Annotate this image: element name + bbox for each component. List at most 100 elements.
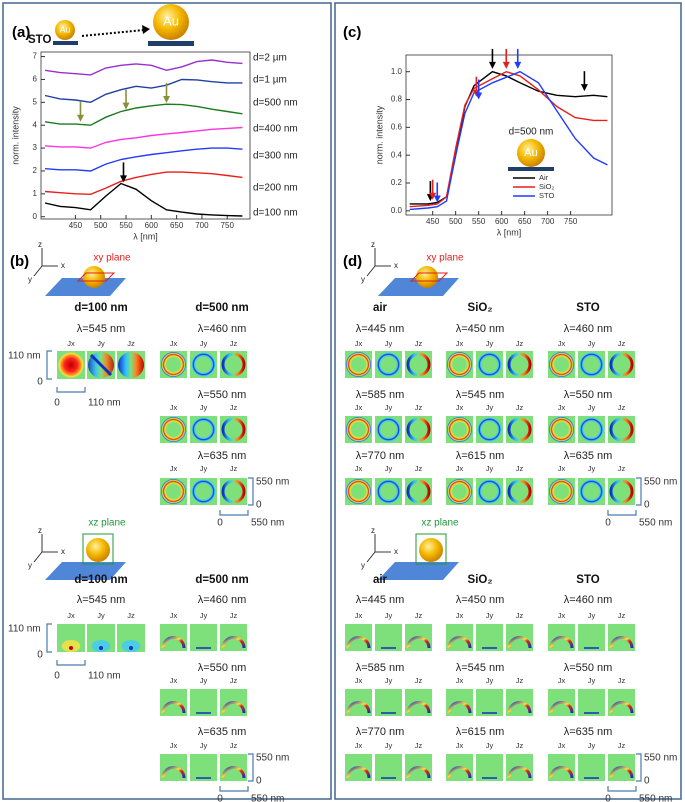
field-map-node: [89, 353, 113, 377]
field-map: [58, 352, 84, 378]
x-tick-label: 750: [564, 217, 578, 226]
column-header: STO: [576, 574, 599, 586]
y-tick-label: 6: [33, 75, 38, 84]
wavelength-label: λ=545 nm: [77, 323, 126, 335]
series-label: d=200 nm: [253, 183, 298, 194]
series-label: d=100 nm: [253, 208, 298, 219]
field-map: [579, 479, 604, 504]
x-tick-label: 450: [426, 217, 440, 226]
scale-bar: [607, 786, 637, 792]
panel-label: (a): [12, 24, 30, 41]
component-label: Jy: [486, 611, 494, 620]
field-map: [161, 701, 186, 714]
series-line: [44, 171, 243, 196]
particle: [83, 266, 105, 288]
field-map: [609, 766, 634, 779]
annotation: d=500 nm: [509, 127, 554, 138]
scale-bar: [56, 387, 86, 393]
field-map: [477, 417, 502, 442]
field-map: [191, 479, 216, 504]
panel-frame: [334, 2, 682, 800]
field-map: [507, 701, 532, 714]
component-label: Jx: [456, 464, 464, 473]
component-label: Jz: [127, 339, 135, 348]
component-label: Jy: [200, 676, 208, 685]
x-tick-label: 550: [472, 217, 486, 226]
field-map: [346, 479, 371, 504]
scale-label: 550 nm: [644, 753, 677, 764]
axis-letter: x: [61, 261, 65, 270]
component-label: Jz: [415, 676, 423, 685]
wavelength-label: λ=545 nm: [456, 389, 505, 401]
field-map: [507, 636, 532, 649]
x-tick-label: 450: [69, 221, 83, 230]
scale-label: 0: [37, 377, 43, 388]
wavelength-label: λ=585 nm: [356, 662, 405, 674]
component-label: Jx: [170, 741, 178, 750]
x-axis-label: λ [nm]: [497, 227, 522, 237]
scale-bar: [607, 510, 637, 516]
component-label: Jy: [588, 741, 596, 750]
scale-bar: [248, 753, 254, 782]
component-label: Jy: [385, 339, 393, 348]
scale-label: 0: [54, 398, 60, 409]
component-label: Jy: [385, 403, 393, 412]
component-label: Jz: [415, 464, 423, 473]
arrow-head: [433, 195, 441, 203]
arrow: [514, 48, 522, 69]
component-label: Jz: [415, 611, 423, 620]
component-label: Jx: [456, 676, 464, 685]
field-map-bg: [190, 754, 217, 781]
component-label: Jx: [170, 611, 178, 620]
field-map: [346, 766, 371, 779]
legend-label: Air: [539, 173, 549, 182]
arrow-head: [163, 96, 171, 104]
component-label: Jz: [127, 611, 135, 620]
wavelength-label: λ=635 nm: [198, 450, 247, 462]
scale-label: 0: [217, 794, 223, 802]
component-label: Jy: [588, 611, 596, 620]
component-label: Jy: [200, 339, 208, 348]
field-map: [447, 636, 472, 649]
particle-label: Au: [59, 24, 70, 34]
arrow: [163, 83, 171, 104]
field-map: [507, 417, 532, 442]
particle: [419, 538, 443, 562]
series-line: [409, 70, 608, 208]
arrow: [81, 29, 145, 37]
component-label: Jy: [588, 676, 596, 685]
component-label: Jz: [230, 339, 238, 348]
component-label: Jy: [97, 339, 105, 348]
series-label: d=2 µm: [253, 53, 287, 64]
wavelength-label: λ=445 nm: [356, 594, 405, 606]
cut-plane: [76, 272, 116, 282]
substrate-label: STO: [28, 34, 51, 46]
plot-frame: [405, 54, 613, 216]
component-label: Jz: [516, 464, 524, 473]
field-map: [549, 352, 574, 377]
field-map: [346, 417, 371, 442]
x-axis-label: λ [nm]: [133, 231, 158, 241]
component-label: Jy: [200, 611, 208, 620]
wavelength-label: λ=615 nm: [456, 726, 505, 738]
component-label: Jy: [486, 676, 494, 685]
component-label: Jy: [486, 339, 494, 348]
scale-label: 550 nm: [639, 518, 672, 529]
series-line: [409, 70, 608, 205]
axis-letter: x: [394, 547, 398, 556]
field-map: [549, 417, 574, 442]
component-label: Jx: [558, 464, 566, 473]
component-label: Jz: [618, 403, 626, 412]
field-map: [161, 417, 186, 442]
wavelength-label: λ=770 nm: [356, 726, 405, 738]
component-label: Jz: [415, 339, 423, 348]
field-map: [579, 417, 604, 442]
scale-label: 0: [644, 776, 650, 787]
field-map: [221, 479, 246, 504]
field-map: [161, 352, 186, 377]
substrate: [45, 562, 126, 580]
arrow-head: [119, 175, 127, 183]
field-map: [346, 352, 371, 377]
axis-y: [33, 265, 43, 277]
x-tick-label: 600: [495, 217, 509, 226]
